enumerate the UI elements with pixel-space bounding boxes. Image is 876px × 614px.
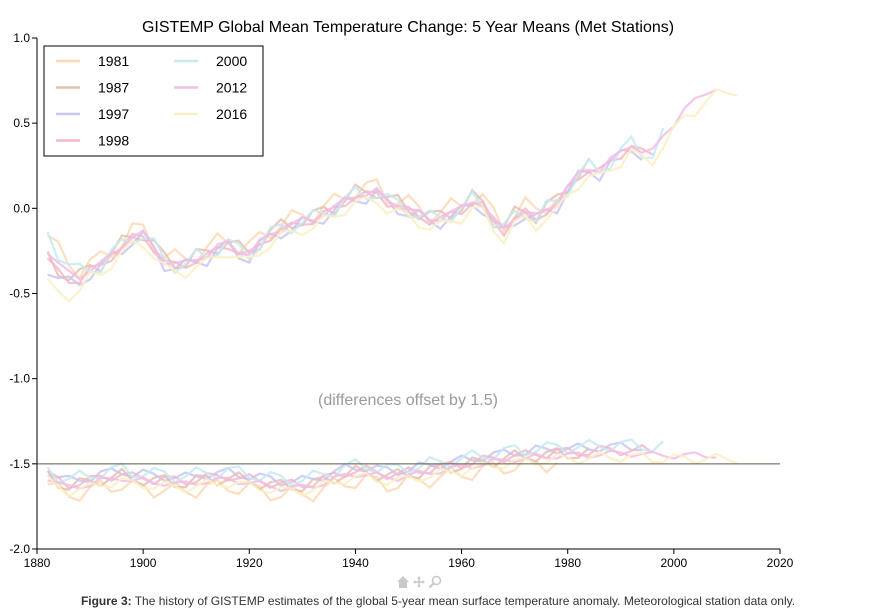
x-tick-label: 2020 bbox=[767, 556, 794, 570]
zoom-icon[interactable] bbox=[428, 575, 442, 589]
caption-label: Figure 3: bbox=[80, 594, 132, 608]
chart-title: GISTEMP Global Mean Temperature Change: … bbox=[142, 19, 674, 36]
x-tick-label: 1940 bbox=[342, 556, 369, 570]
x-tick-label: 1880 bbox=[24, 556, 51, 570]
x-tick-label: 1980 bbox=[554, 556, 581, 570]
caption-text: The history of GISTEMP estimates of the … bbox=[131, 594, 796, 608]
series-line-1998 bbox=[46, 144, 654, 285]
plot-area bbox=[37, 87, 780, 503]
offset-annotation: (differences offset by 1.5) bbox=[318, 392, 498, 409]
series-line-1981 bbox=[47, 178, 558, 281]
x-tick-label: 1960 bbox=[448, 556, 475, 570]
figure-caption: Figure 3: The history of GISTEMP estimat… bbox=[0, 594, 876, 608]
legend-box bbox=[43, 45, 264, 157]
plot-toolbar bbox=[396, 574, 446, 590]
x-tick-label: 1920 bbox=[236, 556, 263, 570]
legend-label-1998: 1998 bbox=[98, 133, 129, 149]
legend-label-2012: 2012 bbox=[216, 80, 247, 96]
x-tick-label: 1900 bbox=[130, 556, 157, 570]
series-line-2012 bbox=[46, 88, 717, 281]
x-tick-label: 2000 bbox=[661, 556, 688, 570]
legend-label-1997: 1997 bbox=[98, 106, 129, 122]
home-icon[interactable] bbox=[396, 575, 410, 589]
y-tick-label: 0.5 bbox=[13, 116, 30, 130]
legend-label-1987: 1987 bbox=[98, 80, 129, 96]
legend-label-2016: 2016 bbox=[216, 106, 247, 122]
y-tick-label: 1.0 bbox=[13, 31, 30, 45]
series-line-2016 bbox=[46, 87, 738, 303]
chart: GISTEMP Global Mean Temperature Change: … bbox=[9, 19, 793, 570]
pan-icon[interactable] bbox=[412, 575, 426, 589]
legend: 1981 1987 1997 1998 2000 2012 2016 bbox=[43, 45, 264, 157]
legend-label-1981: 1981 bbox=[98, 53, 129, 69]
legend-label-2000: 2000 bbox=[216, 53, 247, 69]
y-tick-label: -2.0 bbox=[9, 542, 30, 556]
y-tick-label: -1.0 bbox=[9, 372, 30, 386]
series-line-1997 bbox=[47, 148, 643, 287]
y-tick-label: -0.5 bbox=[9, 287, 30, 301]
y-tick-label: 0.0 bbox=[13, 201, 30, 215]
axes: 1880 1900 1920 1940 1960 1980 2000 2020 -2.0 -1.5… bbox=[9, 31, 793, 570]
difference-line-2000 bbox=[46, 438, 664, 487]
y-tick-label: -1.5 bbox=[9, 457, 30, 471]
difference-line-2016 bbox=[46, 450, 738, 498]
